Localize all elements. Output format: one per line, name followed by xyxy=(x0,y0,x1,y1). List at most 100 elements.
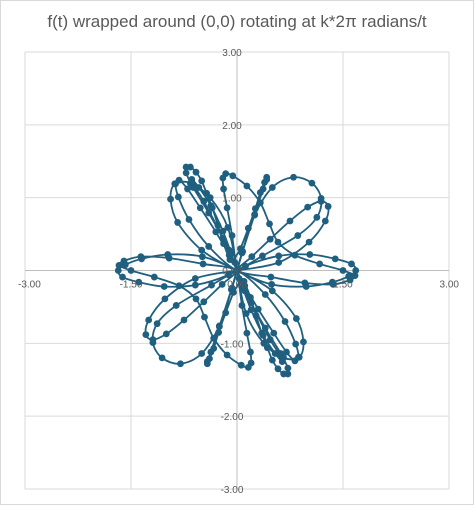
series-0-point-194 xyxy=(162,330,170,338)
series-0-point-192 xyxy=(200,298,208,306)
y-tick-label-4: 1.00 xyxy=(222,194,242,205)
tick-label-layer: -3.00 -1.50 0.00 1.50 3.00 -3.00 -2.00 -1.00 0.0… xyxy=(18,48,459,496)
series-0-point-65 xyxy=(247,348,254,356)
series-0-point-42 xyxy=(172,302,180,309)
series-0-point-44 xyxy=(242,262,249,270)
series-0-point-56 xyxy=(174,219,182,226)
series-0-point-132 xyxy=(229,172,237,180)
series-0-point-17 xyxy=(274,365,282,373)
series-0-point-67 xyxy=(244,363,252,371)
series-0-point-48 xyxy=(348,260,355,268)
x-tick-label-0: -3.00 xyxy=(18,280,41,291)
series-0-point-55 xyxy=(198,246,206,254)
series-0-point-200 xyxy=(233,267,241,274)
series-0-point-121 xyxy=(301,279,309,287)
series-0-point-129 xyxy=(266,220,273,228)
series-0-point-139 xyxy=(242,310,250,317)
series-0-point-143 xyxy=(300,338,307,346)
series-0-point-41 xyxy=(153,320,161,328)
series-0-point-112 xyxy=(196,204,204,212)
series-0-point-27 xyxy=(251,205,259,212)
series-0-point-174 xyxy=(222,309,230,317)
series-0-point-24 xyxy=(231,259,239,266)
series-0-point-6 xyxy=(304,203,312,211)
series-0-point-162 xyxy=(290,173,297,181)
series-0-point-128 xyxy=(274,238,282,246)
series-0-point-126 xyxy=(316,260,324,268)
series-0-point-46 xyxy=(306,251,314,258)
series-0-point-195 xyxy=(149,336,157,344)
series-0-point-184 xyxy=(198,177,206,185)
series-0-point-8 xyxy=(266,235,274,243)
series-0-point-185 xyxy=(203,189,211,197)
series-0-point-37 xyxy=(198,350,206,357)
y-tick-label-2: -1.00 xyxy=(221,339,244,350)
series-0-point-76 xyxy=(115,262,123,269)
series-0-point-170 xyxy=(203,360,211,368)
series-0-point-135 xyxy=(220,185,227,193)
series-0-point-117 xyxy=(185,216,193,223)
series-0-point-198 xyxy=(161,295,169,303)
series-0-point-38 xyxy=(177,360,184,368)
series-0-point-95 xyxy=(195,184,203,191)
series-0-point-31 xyxy=(263,176,271,183)
series-0-point-165 xyxy=(238,249,246,257)
series-0-point-73 xyxy=(175,282,183,290)
series-0-point-199 xyxy=(191,275,199,282)
series-0-point-171 xyxy=(206,355,213,363)
series-0-point-108 xyxy=(239,283,247,291)
series-0-point-71 xyxy=(201,313,208,321)
series-0-point-187 xyxy=(214,221,222,229)
series-0-point-120 xyxy=(267,273,275,281)
series-0-point-157 xyxy=(259,252,266,260)
series-0-point-19 xyxy=(284,370,292,378)
series-0-point-43 xyxy=(208,281,215,289)
series-0-point-163 xyxy=(268,184,276,191)
series-0-point-74 xyxy=(150,273,158,281)
series-0-point-70 xyxy=(210,334,218,342)
chart-title: f(t) wrapped around (0,0) rotating at k*… xyxy=(47,12,427,31)
series-0-point-4 xyxy=(324,203,332,210)
series-0-point-186 xyxy=(208,204,216,212)
series-0-point-99 xyxy=(219,235,227,242)
series-0-point-106 xyxy=(259,331,267,339)
series-0-point-137 xyxy=(228,232,236,239)
series-0-point-182 xyxy=(186,163,194,171)
series-0-point-149 xyxy=(138,255,146,263)
series-0-point-172 xyxy=(210,345,218,352)
series-0-point-47 xyxy=(331,255,339,263)
series-0-point-176 xyxy=(235,275,243,282)
series-0-point-89 xyxy=(254,305,262,313)
series-0-point-155 xyxy=(191,281,199,289)
series-0-point-80 xyxy=(199,260,207,268)
series-0-point-122 xyxy=(329,280,337,288)
series-0-point-148 xyxy=(164,251,172,258)
series-0-point-101 xyxy=(247,299,255,306)
series-0-point-63 xyxy=(238,302,246,309)
y-tick-label-5: 2.00 xyxy=(222,121,242,132)
series-0-point-53 xyxy=(268,280,276,288)
series-0-point-72 xyxy=(192,295,200,303)
series-0-point-153 xyxy=(135,278,143,286)
series-0-point-179 xyxy=(189,184,197,191)
series-0-point-84 xyxy=(292,340,300,348)
series-0-point-111 xyxy=(212,228,220,236)
series-0-point-45 xyxy=(275,252,283,260)
series-0-point-123 xyxy=(346,276,354,284)
series-0-point-124 xyxy=(351,272,359,279)
series-0-point-134 xyxy=(219,174,227,182)
series-0-point-156 xyxy=(225,271,232,279)
series-0-point-131 xyxy=(243,182,251,190)
series-0-point-69 xyxy=(223,351,231,359)
series-0-point-105 xyxy=(271,350,279,357)
series-0-point-152 xyxy=(119,273,126,281)
series-0-point-116 xyxy=(174,193,182,201)
series-0-point-64 xyxy=(243,329,251,337)
series-0-point-87 xyxy=(283,348,290,356)
series-0-point-16 xyxy=(268,356,276,364)
series-0-point-183 xyxy=(192,168,200,176)
series-0-point-12 xyxy=(247,294,254,301)
series-0-point-9 xyxy=(248,253,256,261)
x-tick-label-1: -1.50 xyxy=(120,280,143,291)
series-0-point-173 xyxy=(215,329,223,336)
